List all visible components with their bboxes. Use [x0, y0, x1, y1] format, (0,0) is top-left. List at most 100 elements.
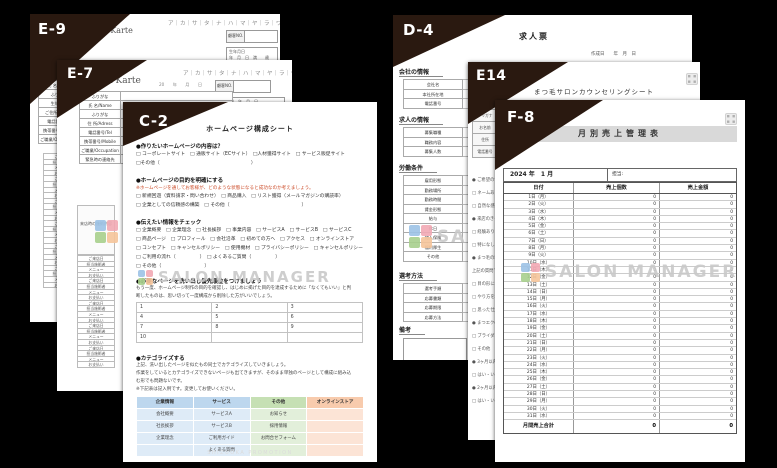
day-qty: 0	[574, 361, 660, 369]
section-heading: 選考方法	[399, 271, 438, 281]
day-date: 5日（金）	[504, 223, 574, 230]
checkbox-line: □ ご利用の流れ（ ） □ よくあるご質問（ ）	[136, 255, 281, 260]
karte-date-line: 20 年 月 日	[159, 82, 203, 87]
day-amount: 0	[730, 384, 733, 390]
section1-heading: ●作りたいホームページの内容は？	[136, 144, 224, 150]
checkbox-line: □ 企業概要 □ 企業理念 □ 社長挨拶 □ 事業内容 □ サービスA □ サー…	[136, 228, 352, 233]
day-qty: 0	[574, 194, 660, 201]
day-amount: 0	[730, 392, 733, 398]
customer-no-value	[245, 31, 277, 42]
question-line: ● 来店のきっかけ	[472, 217, 507, 222]
day-row: 14日（日） 0 0	[504, 288, 736, 297]
day-date: 23日（火）	[504, 354, 574, 361]
day-date: 3日（水）	[504, 208, 574, 215]
counseling-questions: ● ご希望のデザイン □ ネームあり □ 自然な感じ ● 来店のきっかけ □ 経験あり □…	[472, 174, 512, 408]
four-dots-glyph	[727, 115, 735, 123]
day-row: 8日（月） 0 0	[504, 245, 736, 253]
created-date-line: 作成日 年 月 日	[591, 52, 636, 57]
customer-no-box: 顧客NO.	[215, 80, 271, 93]
day-qty: 0	[574, 398, 660, 405]
birth-value: 年 月 日	[238, 99, 258, 104]
total-label: 月間売上合計	[504, 420, 574, 434]
category-cell	[307, 409, 363, 420]
report-title-banner: 月別売上管理表	[503, 126, 737, 142]
day-qty: 0	[574, 274, 660, 281]
category-header: オンラインストア	[307, 397, 363, 408]
day-date: 18日（木）	[504, 318, 574, 325]
document-code-label: C-2	[139, 112, 169, 130]
day-amount: 0	[730, 348, 733, 354]
day-qty: 0	[574, 223, 660, 230]
birth-age: 満 歳	[253, 55, 269, 61]
day-qty: 0	[574, 230, 660, 237]
question-line: □ 経験あり	[472, 230, 495, 235]
day-amount: 0	[730, 333, 733, 339]
day-row: 18日（木） 0 0	[504, 318, 736, 326]
sheet-title: ホームページ構成シート	[206, 125, 294, 133]
section-remarks: 備考	[399, 317, 467, 360]
category-cell	[307, 433, 363, 444]
birth-label: 生年月日	[229, 49, 245, 54]
day-date: 7日（日）	[504, 237, 574, 245]
day-amount: 0	[730, 224, 733, 230]
month-value: 1 月	[540, 171, 554, 178]
category-column-onlinestore: オンラインストア	[307, 397, 363, 456]
section5-heading: ●カテゴライズする	[136, 356, 185, 362]
question-line: □ やり方を相談	[472, 295, 504, 300]
day-date: 9日（火）	[504, 252, 574, 259]
checkbox-line: □ コンセプト □ キャンセルポリシー □ 使用機材 □ プライバシーポリシー …	[136, 246, 363, 251]
note-line: む形でも問題ないです。	[136, 379, 185, 384]
document-code-label: E-9	[38, 20, 67, 38]
day-date: 14日（日）	[504, 288, 574, 296]
day-date: 22日（月）	[504, 347, 574, 354]
day-row: 13日（土） 0 0	[504, 281, 736, 289]
category-cell: よくある質問	[193, 445, 250, 456]
day-qty: 0	[574, 266, 660, 274]
row-label: その他	[403, 251, 463, 262]
day-row: 6日（土） 0 0	[504, 230, 736, 238]
category-cell	[137, 445, 193, 456]
footer-watermark: SHIZUOKA PROMOTION	[207, 450, 293, 456]
day-qty: 0	[574, 296, 660, 303]
day-row: 29日（月） 0 0	[504, 398, 736, 406]
day-amount: 0	[730, 216, 733, 222]
history-header-cell: 来店時の施術内容	[77, 205, 115, 255]
category-column-other: その他 お知らせ 採用情報 お問合せフォーム	[250, 397, 307, 456]
day-row: 23日（火） 0 0	[504, 354, 736, 362]
day-amount: 0	[730, 326, 733, 332]
question-line: ● まつエクの目的	[472, 321, 508, 326]
question-line: □ 思った仕上がり	[472, 308, 508, 313]
day-amount: 0	[730, 297, 733, 303]
day-qty: 0	[574, 310, 660, 318]
day-row: 2日（火） 0 0	[504, 201, 736, 209]
checkbox-line: □その他（ ）	[136, 161, 256, 166]
day-row: 19日（金） 0 0	[504, 325, 736, 333]
expand-icon[interactable]	[725, 113, 737, 125]
checkbox-line: □ 商品ページ □ プロフィール □ 会社沿革 □ 初めての方へ □ アクセス …	[136, 237, 355, 242]
expand-icon[interactable]	[686, 73, 698, 85]
section3-options: □ 企業概要 □ 企業理念 □ 社長挨拶 □ 事業内容 □ サービスA □ サー…	[136, 226, 363, 271]
day-row: 31日（水） 0 0	[504, 412, 736, 421]
day-amount: 0	[730, 370, 733, 376]
day-amount: 0	[730, 319, 733, 325]
period-row: 2024 年 1 月 担当:	[503, 168, 737, 182]
day-row: 3日（水） 0 0	[504, 208, 736, 216]
note-line: もう一度、ホームページ制作の目的を確認し、はじめに掲げた目的を達成するために「な…	[136, 286, 352, 291]
day-amount: 0	[730, 246, 733, 252]
section4-heading: ●必要なページを洗い出し優先順位をつけましょう	[136, 279, 262, 285]
day-amount: 0	[730, 275, 733, 281]
staff-label: 担当:	[612, 172, 624, 177]
category-cell: サービスB	[193, 421, 250, 432]
document-code-label: F-8	[507, 108, 535, 126]
day-date: 13日（土）	[504, 281, 574, 288]
customer-no-label: 顧客NO.	[216, 81, 235, 92]
category-cell	[307, 421, 363, 432]
day-row: 27日（土） 0 0	[504, 383, 736, 392]
priority-cell	[211, 332, 288, 343]
col-header-amount: 売上金額	[687, 185, 709, 191]
table-header-row: 日付 売上個数 売上金額	[504, 183, 736, 194]
history-row-label: お支払い	[77, 361, 115, 368]
category-column-service: サービス サービスA サービスB ご利用ガイド よくある質問	[193, 397, 250, 456]
section5-notes: 上記、洗い出したページを似たもの同士でカテゴライズしていきましょう。 作業をしてい…	[136, 362, 351, 394]
